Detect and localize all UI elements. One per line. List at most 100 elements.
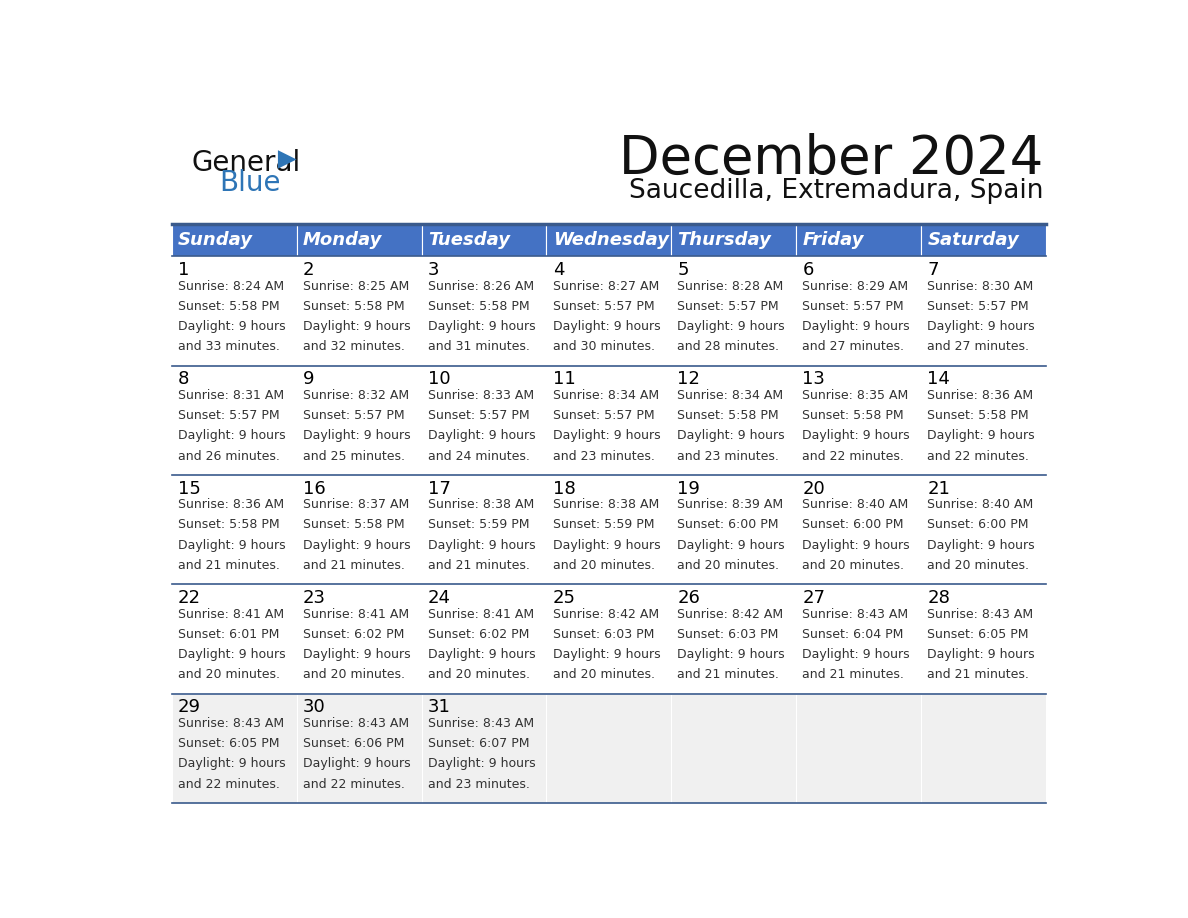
Bar xyxy=(422,224,546,256)
Text: Sunset: 5:58 PM: Sunset: 5:58 PM xyxy=(178,300,279,313)
Text: Sunrise: 8:26 AM: Sunrise: 8:26 AM xyxy=(428,280,533,293)
Bar xyxy=(546,224,671,256)
Text: 12: 12 xyxy=(677,371,701,388)
Bar xyxy=(172,476,297,585)
Bar xyxy=(921,224,1045,256)
Text: Daylight: 9 hours: Daylight: 9 hours xyxy=(802,539,910,552)
Text: Sunset: 5:59 PM: Sunset: 5:59 PM xyxy=(428,519,529,532)
Text: 18: 18 xyxy=(552,480,575,498)
Text: and 20 minutes.: and 20 minutes. xyxy=(802,559,904,572)
Text: Sunset: 6:03 PM: Sunset: 6:03 PM xyxy=(677,628,779,641)
Polygon shape xyxy=(278,151,297,169)
Bar xyxy=(796,256,921,365)
Text: and 32 minutes.: and 32 minutes. xyxy=(303,341,405,353)
Bar xyxy=(671,694,796,803)
Text: 9: 9 xyxy=(303,371,315,388)
Text: Daylight: 9 hours: Daylight: 9 hours xyxy=(178,430,285,442)
Text: and 22 minutes.: and 22 minutes. xyxy=(178,778,280,790)
Bar xyxy=(422,256,546,365)
Text: Sunrise: 8:36 AM: Sunrise: 8:36 AM xyxy=(928,389,1034,402)
Bar xyxy=(422,365,546,476)
Bar xyxy=(422,585,546,694)
Text: Daylight: 9 hours: Daylight: 9 hours xyxy=(428,320,536,333)
Text: Sunrise: 8:43 AM: Sunrise: 8:43 AM xyxy=(178,717,284,730)
Text: Saturday: Saturday xyxy=(928,231,1019,250)
Text: Sunset: 6:02 PM: Sunset: 6:02 PM xyxy=(303,628,404,641)
Text: and 26 minutes.: and 26 minutes. xyxy=(178,450,280,463)
Bar xyxy=(546,256,671,365)
Text: Sunset: 5:57 PM: Sunset: 5:57 PM xyxy=(428,409,530,422)
Text: Sunset: 5:58 PM: Sunset: 5:58 PM xyxy=(802,409,904,422)
Text: 17: 17 xyxy=(428,480,450,498)
Text: Sunset: 6:02 PM: Sunset: 6:02 PM xyxy=(428,628,529,641)
Text: and 27 minutes.: and 27 minutes. xyxy=(928,341,1029,353)
Bar xyxy=(671,365,796,476)
Text: Daylight: 9 hours: Daylight: 9 hours xyxy=(802,648,910,661)
Text: and 33 minutes.: and 33 minutes. xyxy=(178,341,280,353)
Bar xyxy=(671,476,796,585)
Text: Sunrise: 8:25 AM: Sunrise: 8:25 AM xyxy=(303,280,409,293)
Text: 28: 28 xyxy=(928,589,950,607)
Bar xyxy=(546,365,671,476)
Bar xyxy=(172,256,297,365)
Bar xyxy=(297,224,422,256)
Text: Sunset: 5:57 PM: Sunset: 5:57 PM xyxy=(552,300,655,313)
Text: Sunset: 5:58 PM: Sunset: 5:58 PM xyxy=(178,519,279,532)
Text: Sunset: 6:05 PM: Sunset: 6:05 PM xyxy=(928,628,1029,641)
Bar xyxy=(671,585,796,694)
Text: and 22 minutes.: and 22 minutes. xyxy=(928,450,1029,463)
Text: and 20 minutes.: and 20 minutes. xyxy=(928,559,1029,572)
Bar xyxy=(796,585,921,694)
Text: Sunrise: 8:34 AM: Sunrise: 8:34 AM xyxy=(677,389,784,402)
Text: Daylight: 9 hours: Daylight: 9 hours xyxy=(303,539,411,552)
Text: Sunrise: 8:40 AM: Sunrise: 8:40 AM xyxy=(928,498,1034,511)
Bar xyxy=(796,224,921,256)
Text: and 21 minutes.: and 21 minutes. xyxy=(178,559,280,572)
Text: 7: 7 xyxy=(928,261,939,279)
Text: and 30 minutes.: and 30 minutes. xyxy=(552,341,655,353)
Text: Sunrise: 8:33 AM: Sunrise: 8:33 AM xyxy=(428,389,533,402)
Bar xyxy=(297,694,422,803)
Text: Sunrise: 8:24 AM: Sunrise: 8:24 AM xyxy=(178,280,284,293)
Text: 14: 14 xyxy=(928,371,950,388)
Bar xyxy=(297,585,422,694)
Text: Daylight: 9 hours: Daylight: 9 hours xyxy=(178,539,285,552)
Text: 4: 4 xyxy=(552,261,564,279)
Text: Tuesday: Tuesday xyxy=(428,231,510,250)
Text: Daylight: 9 hours: Daylight: 9 hours xyxy=(928,539,1035,552)
Text: Sunset: 5:57 PM: Sunset: 5:57 PM xyxy=(178,409,279,422)
Text: and 20 minutes.: and 20 minutes. xyxy=(677,559,779,572)
Text: Sunset: 5:58 PM: Sunset: 5:58 PM xyxy=(428,300,530,313)
Text: 11: 11 xyxy=(552,371,575,388)
Bar xyxy=(172,694,297,803)
Text: Sunrise: 8:42 AM: Sunrise: 8:42 AM xyxy=(677,608,784,621)
Text: Sunrise: 8:37 AM: Sunrise: 8:37 AM xyxy=(303,498,409,511)
Text: and 24 minutes.: and 24 minutes. xyxy=(428,450,530,463)
Bar xyxy=(921,256,1045,365)
Text: 19: 19 xyxy=(677,480,701,498)
Text: Daylight: 9 hours: Daylight: 9 hours xyxy=(552,648,661,661)
Text: Sunrise: 8:41 AM: Sunrise: 8:41 AM xyxy=(178,608,284,621)
Bar xyxy=(422,694,546,803)
Text: and 22 minutes.: and 22 minutes. xyxy=(303,778,405,790)
Bar xyxy=(921,365,1045,476)
Text: Sunset: 6:07 PM: Sunset: 6:07 PM xyxy=(428,737,529,750)
Text: and 20 minutes.: and 20 minutes. xyxy=(552,668,655,681)
Text: Daylight: 9 hours: Daylight: 9 hours xyxy=(677,539,785,552)
Text: Blue: Blue xyxy=(219,169,280,196)
Text: 8: 8 xyxy=(178,371,189,388)
Text: Sunrise: 8:35 AM: Sunrise: 8:35 AM xyxy=(802,389,909,402)
Text: Sunrise: 8:38 AM: Sunrise: 8:38 AM xyxy=(428,498,533,511)
Text: and 22 minutes.: and 22 minutes. xyxy=(802,450,904,463)
Text: 15: 15 xyxy=(178,480,201,498)
Text: 27: 27 xyxy=(802,589,826,607)
Bar xyxy=(172,224,297,256)
Bar xyxy=(172,365,297,476)
Text: and 20 minutes.: and 20 minutes. xyxy=(552,559,655,572)
Text: Daylight: 9 hours: Daylight: 9 hours xyxy=(677,430,785,442)
Bar xyxy=(921,585,1045,694)
Bar xyxy=(422,476,546,585)
Text: Sunrise: 8:36 AM: Sunrise: 8:36 AM xyxy=(178,498,284,511)
Text: Sunset: 5:58 PM: Sunset: 5:58 PM xyxy=(928,409,1029,422)
Text: Sunset: 6:00 PM: Sunset: 6:00 PM xyxy=(677,519,779,532)
